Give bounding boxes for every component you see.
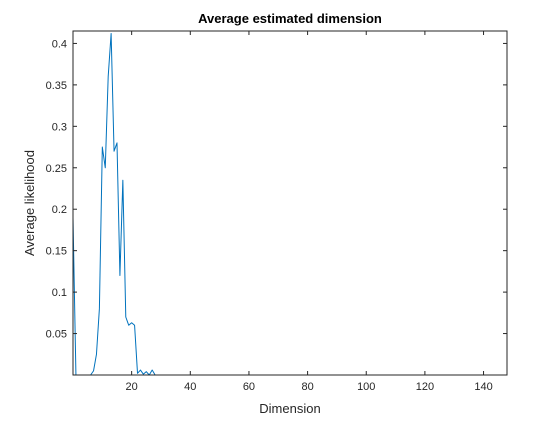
y-axis-label: Average likelihood xyxy=(22,150,37,256)
y-tick-label: 0.4 xyxy=(52,38,67,50)
x-tick-label: 20 xyxy=(126,381,138,393)
x-tick-label: 80 xyxy=(301,381,313,393)
x-axis-label: Dimension xyxy=(259,401,320,416)
y-tick-label: 0.05 xyxy=(46,329,67,341)
plot-area xyxy=(73,31,507,375)
y-tick-label: 0.25 xyxy=(46,163,67,175)
chart-title: Average estimated dimension xyxy=(198,11,382,26)
ticks-layer: 20 40 60 80 100 120 140 0.05 0.1 0.15 0.2 0.25 0.3 0.… xyxy=(46,31,507,393)
axes-layer xyxy=(72,30,508,376)
x-tick-label: 40 xyxy=(184,381,196,393)
x-tick-label: 120 xyxy=(416,381,434,393)
axes-box xyxy=(72,30,508,376)
x-tick-label: 100 xyxy=(357,381,375,393)
y-tick-label: 0.2 xyxy=(52,204,67,216)
x-tick-label: 140 xyxy=(474,381,492,393)
y-tick-label: 0.1 xyxy=(52,287,67,299)
y-tick-label: 0.35 xyxy=(46,80,67,92)
y-tick-label: 0.15 xyxy=(46,246,67,258)
x-tick-label: 60 xyxy=(243,381,255,393)
y-tick-label: 0.3 xyxy=(52,121,67,133)
